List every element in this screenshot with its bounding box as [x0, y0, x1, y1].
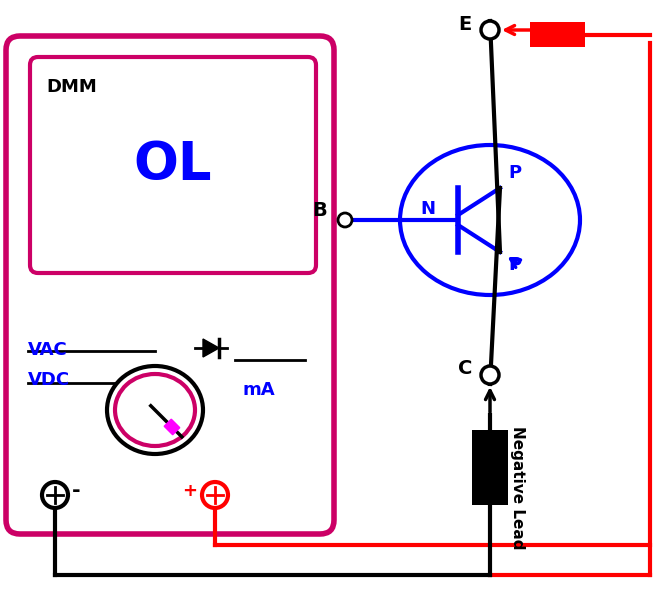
Circle shape	[202, 482, 228, 508]
Circle shape	[42, 482, 68, 508]
Text: P: P	[508, 256, 521, 274]
FancyBboxPatch shape	[6, 36, 334, 534]
Polygon shape	[164, 419, 180, 435]
Text: VAC: VAC	[28, 341, 68, 359]
Circle shape	[338, 213, 352, 227]
Text: N: N	[420, 200, 435, 218]
Text: Negative Lead: Negative Lead	[511, 426, 525, 549]
Text: -: -	[72, 481, 80, 501]
Text: VDC: VDC	[28, 371, 70, 389]
Bar	[472, 430, 508, 505]
Text: OL: OL	[133, 139, 212, 191]
Ellipse shape	[107, 366, 203, 454]
Text: B: B	[312, 201, 327, 219]
Circle shape	[481, 366, 499, 384]
Text: +: +	[182, 482, 197, 500]
Polygon shape	[203, 339, 219, 357]
Text: P: P	[508, 164, 521, 182]
Ellipse shape	[115, 374, 195, 446]
Ellipse shape	[400, 145, 580, 295]
FancyBboxPatch shape	[30, 57, 316, 273]
Text: mA: mA	[242, 381, 275, 399]
Text: DMM: DMM	[46, 78, 97, 96]
Text: C: C	[457, 359, 472, 379]
Text: Positive Lead: Positive Lead	[661, 242, 664, 358]
Circle shape	[481, 21, 499, 39]
Text: E: E	[459, 14, 472, 34]
Bar	[530, 22, 585, 47]
